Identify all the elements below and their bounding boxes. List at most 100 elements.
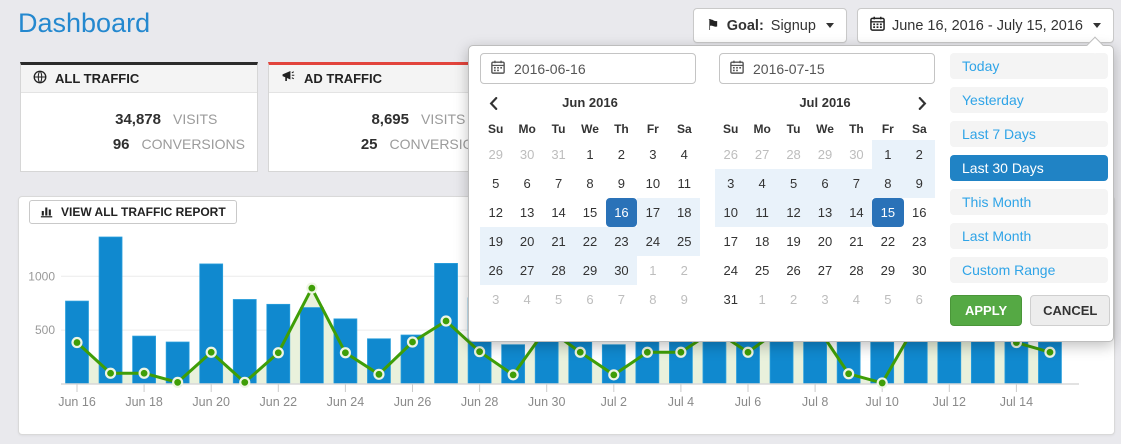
start-date-input[interactable]: 2016-06-16 bbox=[480, 53, 696, 84]
range-option-last-month[interactable]: Last Month bbox=[950, 223, 1108, 249]
calendar-day[interactable]: 2 bbox=[789, 292, 798, 307]
calendar-day[interactable]: 7 bbox=[554, 176, 563, 191]
calendar-day[interactable]: 4 bbox=[852, 292, 861, 307]
calendar-day[interactable]: 13 bbox=[809, 198, 841, 227]
calendar-day[interactable]: 28 bbox=[849, 263, 864, 278]
calendar-day[interactable]: 21 bbox=[849, 234, 864, 249]
calendar-day[interactable]: 23 bbox=[912, 234, 927, 249]
goal-selector-button[interactable]: ⚑ Goal: Signup bbox=[693, 8, 847, 43]
calendar-day[interactable]: 16 bbox=[912, 205, 927, 220]
calendar-day[interactable]: 1 bbox=[872, 140, 904, 169]
calendar-day[interactable]: 3 bbox=[821, 292, 829, 307]
calendar-day[interactable]: 4 bbox=[523, 292, 531, 307]
calendar-day[interactable]: 2 bbox=[903, 140, 935, 169]
range-option-last-30-days[interactable]: Last 30 Days bbox=[950, 155, 1108, 181]
calendar-day[interactable]: 30 bbox=[849, 147, 864, 162]
calendar-day[interactable]: 4 bbox=[680, 147, 688, 162]
calendar-day[interactable]: 6 bbox=[586, 292, 594, 307]
calendar-day[interactable]: 8 bbox=[649, 292, 657, 307]
calendar-day[interactable]: 30 bbox=[605, 256, 638, 285]
view-all-traffic-report-button[interactable]: VIEW ALL TRAFFIC REPORT bbox=[29, 200, 237, 224]
calendar-day[interactable]: 18 bbox=[754, 234, 770, 249]
calendar-day[interactable]: 22 bbox=[880, 234, 896, 249]
calendar-day[interactable]: 26 bbox=[786, 263, 801, 278]
calendar-day[interactable]: 1 bbox=[758, 292, 766, 307]
calendar-day[interactable]: 24 bbox=[723, 263, 738, 278]
calendar-day[interactable]: 13 bbox=[519, 205, 535, 220]
calendar-day[interactable]: 10 bbox=[715, 198, 747, 227]
calendar-day[interactable]: 5 bbox=[492, 176, 500, 191]
calendar-day[interactable]: 2 bbox=[617, 147, 626, 162]
calendar-day[interactable]: 22 bbox=[574, 227, 606, 256]
calendar-day[interactable]: 8 bbox=[586, 176, 594, 191]
calendar-day[interactable]: 29 bbox=[880, 263, 896, 278]
calendar-day[interactable]: 9 bbox=[617, 176, 626, 191]
calendar-day[interactable]: 3 bbox=[649, 147, 657, 162]
calendar-day[interactable]: 3 bbox=[715, 169, 747, 198]
calendar-day[interactable]: 10 bbox=[645, 176, 661, 191]
calendar-day[interactable]: 29 bbox=[488, 147, 503, 162]
date-range-button[interactable]: June 16, 2016 - July 15, 2016 bbox=[856, 8, 1114, 43]
calendar-day[interactable]: 30 bbox=[519, 147, 535, 162]
calendar-day[interactable]: 20 bbox=[511, 227, 543, 256]
calendar-day[interactable]: 21 bbox=[542, 227, 575, 256]
calendar-day[interactable]: 25 bbox=[754, 263, 770, 278]
calendar-day[interactable]: 18 bbox=[668, 198, 700, 227]
calendar-day[interactable]: 12 bbox=[488, 205, 503, 220]
range-option-yesterday[interactable]: Yesterday bbox=[950, 87, 1108, 113]
calendar-day[interactable]: 27 bbox=[754, 147, 770, 162]
calendar-day[interactable]: 26 bbox=[723, 147, 738, 162]
calendar-day[interactable]: 6 bbox=[915, 292, 923, 307]
apply-button[interactable]: APPLY bbox=[950, 295, 1023, 326]
calendar-day[interactable]: 26 bbox=[480, 256, 512, 285]
calendar-day[interactable]: 17 bbox=[637, 198, 669, 227]
calendar-day[interactable]: 4 bbox=[746, 169, 778, 198]
calendar-day[interactable]: 7 bbox=[617, 292, 626, 307]
cancel-button[interactable]: CANCEL bbox=[1030, 295, 1111, 326]
calendar-day[interactable]: 3 bbox=[492, 292, 500, 307]
calendar-day[interactable]: 19 bbox=[786, 234, 801, 249]
calendar-day[interactable]: 29 bbox=[817, 147, 833, 162]
calendar-day[interactable]: 12 bbox=[777, 198, 810, 227]
end-date-input[interactable]: 2016-07-15 bbox=[719, 53, 935, 84]
calendar-day[interactable]: 8 bbox=[872, 169, 904, 198]
calendar-day[interactable]: 2 bbox=[680, 263, 688, 278]
calendar-day[interactable]: 14 bbox=[840, 198, 873, 227]
calendar-day[interactable]: 14 bbox=[551, 205, 566, 220]
calendar-day[interactable]: 6 bbox=[523, 176, 531, 191]
calendar-day[interactable]: 11 bbox=[677, 176, 692, 191]
range-option-last-7-days[interactable]: Last 7 Days bbox=[950, 121, 1108, 147]
calendar-day[interactable]: 1 bbox=[649, 263, 657, 278]
calendar-day[interactable]: 9 bbox=[903, 169, 935, 198]
calendar-day[interactable]: 27 bbox=[817, 263, 833, 278]
prev-month-icon[interactable] bbox=[482, 92, 504, 114]
calendar-day-selected[interactable]: 16 bbox=[605, 198, 638, 227]
range-option-today[interactable]: Today bbox=[950, 53, 1108, 79]
calendar-day[interactable]: 6 bbox=[809, 169, 841, 198]
calendar-day-selected[interactable]: 15 bbox=[872, 198, 904, 227]
calendar-day[interactable]: 9 bbox=[680, 292, 688, 307]
calendar-day[interactable]: 24 bbox=[637, 227, 669, 256]
calendar-day[interactable]: 27 bbox=[511, 256, 543, 285]
calendar-day[interactable]: 7 bbox=[840, 169, 873, 198]
calendar-day[interactable]: 5 bbox=[884, 292, 892, 307]
calendar-day[interactable]: 30 bbox=[912, 263, 927, 278]
calendar-day[interactable]: 15 bbox=[582, 205, 598, 220]
calendar-day[interactable]: 1 bbox=[586, 147, 594, 162]
calendar-day[interactable]: 31 bbox=[723, 292, 738, 307]
calendar-day[interactable]: 17 bbox=[723, 234, 738, 249]
next-month-icon[interactable] bbox=[911, 92, 933, 114]
calendar-day[interactable]: 20 bbox=[817, 234, 833, 249]
calendar-day[interactable]: 19 bbox=[480, 227, 512, 256]
range-option-this-month[interactable]: This Month bbox=[950, 189, 1108, 215]
calendar-day[interactable]: 11 bbox=[746, 198, 778, 227]
calendar-day[interactable]: 25 bbox=[668, 227, 700, 256]
calendar-day[interactable]: 31 bbox=[551, 147, 566, 162]
range-option-custom-range[interactable]: Custom Range bbox=[950, 257, 1108, 283]
calendar-day[interactable]: 29 bbox=[574, 256, 606, 285]
calendar-day[interactable]: 5 bbox=[777, 169, 810, 198]
calendar-day[interactable]: 23 bbox=[605, 227, 638, 256]
calendar-day[interactable]: 28 bbox=[542, 256, 575, 285]
calendar-day[interactable]: 5 bbox=[554, 292, 563, 307]
calendar-day[interactable]: 28 bbox=[786, 147, 801, 162]
